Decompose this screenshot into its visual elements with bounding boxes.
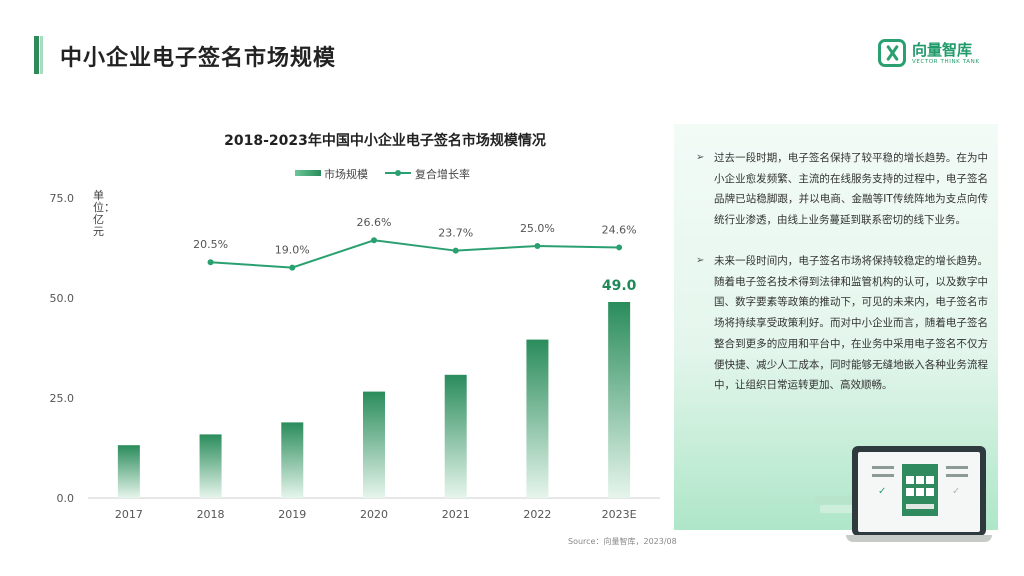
bar-market-size [281,422,304,498]
highlight-data-label: 49.0 [602,278,637,294]
laptop-screen-content: ✓ ✓ [858,452,980,532]
x-tick-label: 2018 [197,508,225,521]
insight-item-2: ➢ 未来一段时间内，电子签名市场将保持较稳定的增长趋势。随着电子签名技术得到法律… [696,251,988,396]
logo-name: 向量智库 [912,41,973,59]
bar-market-size [608,302,631,498]
bar-market-size [199,434,222,498]
growth-rate-point [534,243,541,249]
brand-logo: 向量智库 VECTOR THINK TANK [878,38,988,72]
laptop-base [846,535,992,542]
svg-text:✓: ✓ [878,486,886,497]
bar-market-size [117,445,140,498]
growth-rate-line [210,239,620,269]
form-document-icon: ✓ ✓ [872,464,968,516]
growth-rate-label: 20.5% [193,238,228,251]
y-tick-label: 0.0 [57,492,75,505]
x-tick-label: 2022 [523,508,551,521]
legend-bar-label: 市场规模 [324,168,368,181]
growth-rate-point [616,244,623,251]
x-tick-label: 2017 [115,508,143,521]
y-tick-label: 75.0 [50,192,75,205]
legend-line-marker [395,170,401,176]
growth-rate-point [289,264,296,271]
title-accent-bar-light [40,36,43,74]
growth-rate-label: 25.0% [520,222,555,235]
bullet-arrow-icon: ➢ [696,255,705,266]
growth-rate-label: 24.6% [602,223,637,236]
x-tick-label: 2019 [278,508,306,521]
growth-rate-point [207,259,214,266]
growth-rate-label: 26.6% [357,216,392,229]
legend-line-label: 复合增长率 [415,168,470,181]
logo-x-icon [878,39,906,67]
bar-market-size [444,374,467,498]
x-tick-label: 2020 [360,508,388,521]
insight-item-1: ➢ 过去一段时期，电子签名保持了较平稳的增长趋势。在为中小企业愈发频繁、主流的在… [696,148,988,231]
chart-title: 2018-2023年中国中小企业电子签名市场规模情况 [224,133,546,149]
logo-subtitle: VECTOR THINK TANK [912,59,980,65]
insight-text-2: 未来一段时间内，电子签名市场将保持较稳定的增长趋势。随着电子签名技术得到法律和监… [714,255,988,392]
title-accent-bar [34,36,39,74]
svg-text:✓: ✓ [952,486,960,497]
growth-rate-point [452,247,459,254]
source-note: Source：向量智库，2023/08 [568,537,677,546]
growth-rate-point [371,237,377,244]
page-title: 中小企业电子签名市场规模 [60,46,337,71]
growth-rate-label: 19.0% [275,244,310,257]
insight-text-1: 过去一段时期，电子签名保持了较平稳的增长趋势。在为中小企业愈发频繁、主流的在线服… [714,152,988,227]
bar-market-size [363,391,385,498]
y-tick-label: 25.0 [50,392,75,405]
legend-bar-swatch [295,170,321,176]
y-tick-label: 50.0 [50,292,75,305]
x-tick-label: 2021 [442,508,470,521]
market-size-chart: 0.0 25.0 50.0 75.0 2017 2018 2019 2020 2021 2022 2… [50,192,660,521]
x-tick-label: 2023E [602,508,637,521]
bullet-arrow-icon: ➢ [696,152,705,163]
growth-rate-label: 23.7% [438,227,473,240]
bar-market-size [526,339,549,498]
